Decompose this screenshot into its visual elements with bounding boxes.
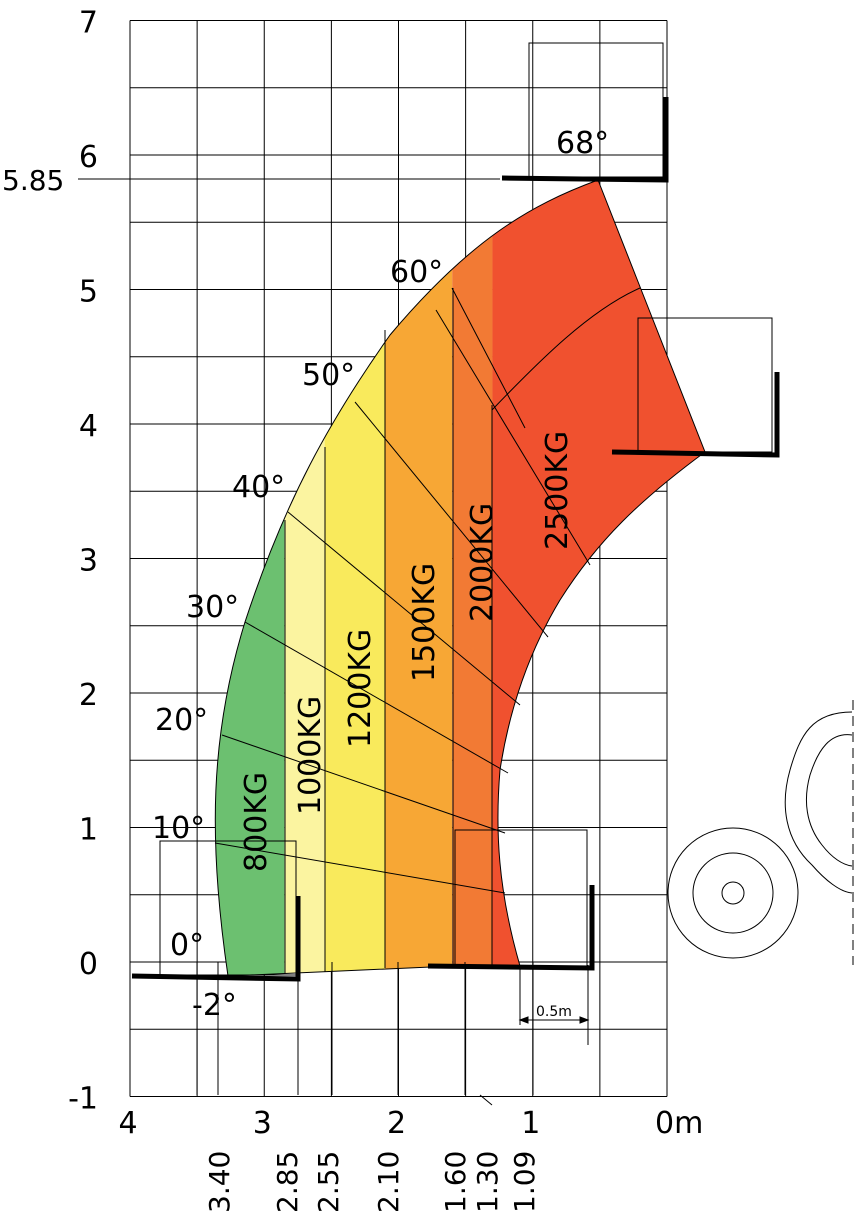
boom-angle-line	[214, 842, 506, 894]
boom-angle-line	[244, 621, 509, 774]
load-label: 2500KG	[540, 431, 575, 550]
angle-label: 40°	[232, 470, 285, 505]
machine-window-outline	[805, 734, 853, 867]
x-tick-label: 4	[118, 1106, 137, 1141]
load-zone-2500-upper	[492, 288, 705, 700]
y-tick-label: 4	[79, 409, 98, 444]
low-close-fork	[427, 885, 595, 971]
boom-reference-lines	[196, 287, 641, 1106]
y-tick-label: 5	[79, 275, 98, 310]
load-zone-band	[452, 180, 493, 976]
reach-label: 2.10	[372, 1151, 405, 1213]
load-label: 2000KG	[465, 503, 500, 622]
load-label: 1200KG	[343, 629, 378, 748]
boom-angle-line	[221, 734, 506, 834]
wheel-hub	[721, 881, 745, 905]
y-tick-label: 0	[79, 947, 98, 982]
wheel-rim	[692, 852, 774, 934]
load-label: 1500KG	[407, 563, 442, 682]
x-tick-label: 2	[387, 1106, 406, 1141]
y-tick-label: 7	[79, 6, 98, 41]
reach-envelope-outline	[214, 179, 706, 977]
boom-angle-line	[354, 401, 549, 638]
reach-label: 1.30	[471, 1151, 504, 1213]
reach-extension-line	[479, 1094, 493, 1106]
angle-label: 10°	[152, 811, 205, 846]
angle-label: -2°	[192, 988, 237, 1023]
y-axis-tick-labels: -1 0 1 2 3 4 5 6 7	[68, 6, 98, 1117]
reach-label: 1.09	[508, 1151, 541, 1213]
x-axis-tick-labels: 4 3 2 1	[118, 1106, 540, 1141]
boom-angle-labels: -2° 0° 10° 20° 30° 40° 50° 60° 68°	[152, 126, 609, 1023]
scale-bar-label: 0.5m	[536, 1004, 572, 1020]
angle-label: 60°	[390, 255, 443, 290]
reach-label: 2.55	[312, 1151, 345, 1213]
load-zone-band	[324, 180, 386, 976]
bottom-reach-labels: 3.40 2.85 2.55 2.10 1.60 1.30 1.09	[203, 1151, 541, 1213]
scale-bar	[518, 965, 590, 1045]
top-max-fork	[501, 97, 669, 183]
x-tick-label: 3	[253, 1106, 272, 1141]
max-height-label: 5.85	[2, 164, 64, 197]
x-axis-unit-label: 0m	[655, 1106, 703, 1141]
angle-label: 20°	[155, 703, 208, 738]
load-label: 1000KG	[293, 696, 328, 815]
y-tick-label: -1	[68, 1082, 98, 1117]
wheel-tyre	[667, 827, 799, 959]
machine-body-outline	[784, 711, 853, 894]
boom-angle-line	[287, 511, 521, 706]
boom-angle-line	[451, 287, 526, 429]
zone-curve-boundary	[491, 287, 641, 411]
machine-front	[667, 700, 854, 965]
angle-label: 50°	[302, 358, 355, 393]
mid-reach-fork	[611, 372, 780, 458]
angle-label: 68°	[556, 126, 609, 161]
y-tick-label: 3	[79, 544, 98, 579]
x-tick-label: 1	[521, 1106, 540, 1141]
low-reach-fork	[131, 896, 301, 982]
y-tick-label: 2	[79, 678, 98, 713]
reach-label: 2.85	[271, 1151, 304, 1213]
boom-angle-line	[435, 309, 591, 566]
y-tick-label: 1	[79, 813, 98, 848]
reach-label: 1.60	[439, 1151, 472, 1213]
reach-label: 3.40	[203, 1151, 236, 1213]
angle-label: 30°	[186, 590, 239, 625]
load-zone-labels: 800KG 1000KG 1200KG 1500KG 2000KG 2500KG	[239, 431, 575, 872]
fork-positions	[131, 42, 780, 982]
angle-label: 0°	[170, 928, 204, 963]
y-tick-label: 6	[79, 140, 98, 175]
load-label: 800KG	[239, 772, 274, 872]
